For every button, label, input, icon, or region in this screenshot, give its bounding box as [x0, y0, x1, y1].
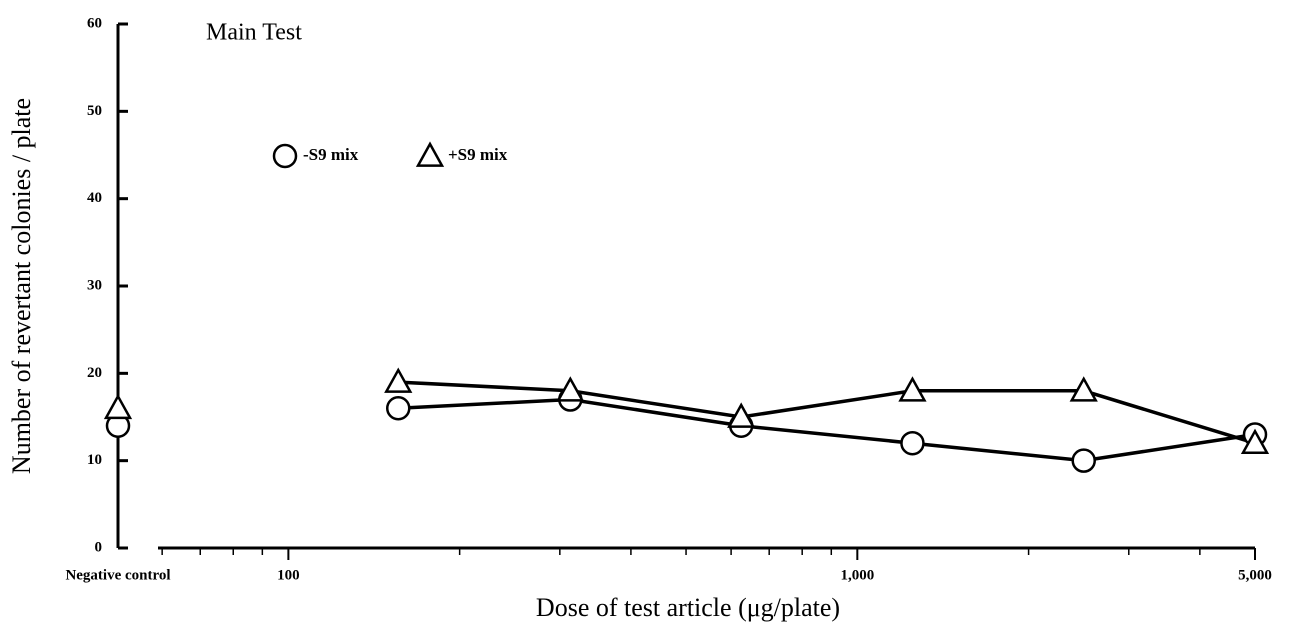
chart-title: Main Test [206, 20, 302, 46]
series-line [398, 380, 1256, 445]
y-tick-label: 50 [87, 103, 102, 119]
marker [898, 376, 927, 402]
legend-label: +S9 mix [448, 145, 508, 164]
legend-marker [415, 141, 445, 167]
marker [1071, 448, 1096, 473]
x-tick-label: 5,000 [1238, 567, 1272, 583]
y-axis-title: Number of revertant colonies / plate [7, 98, 36, 474]
marker [384, 367, 413, 393]
legend-marker [272, 143, 298, 169]
control-label: Negative control [65, 567, 170, 583]
marker [103, 393, 133, 420]
series-line [398, 397, 1256, 463]
y-tick-label: 10 [87, 452, 102, 468]
marker [556, 376, 585, 402]
y-tick-label: 40 [87, 190, 102, 206]
marker [900, 430, 925, 456]
x-tick-label: 100 [277, 567, 300, 583]
y-tick-label: 20 [87, 365, 102, 381]
y-tick-label: 0 [95, 539, 103, 555]
marker [386, 396, 411, 421]
y-tick-label: 30 [87, 277, 102, 293]
x-tick-label: 1,000 [840, 567, 874, 583]
legend-label: -S9 mix [303, 145, 359, 164]
marker [1069, 376, 1098, 402]
marker [727, 402, 756, 428]
y-tick-label: 60 [87, 15, 102, 31]
x-axis-title: Dose of test article (μg/plate) [536, 593, 840, 622]
marker [1240, 428, 1270, 455]
